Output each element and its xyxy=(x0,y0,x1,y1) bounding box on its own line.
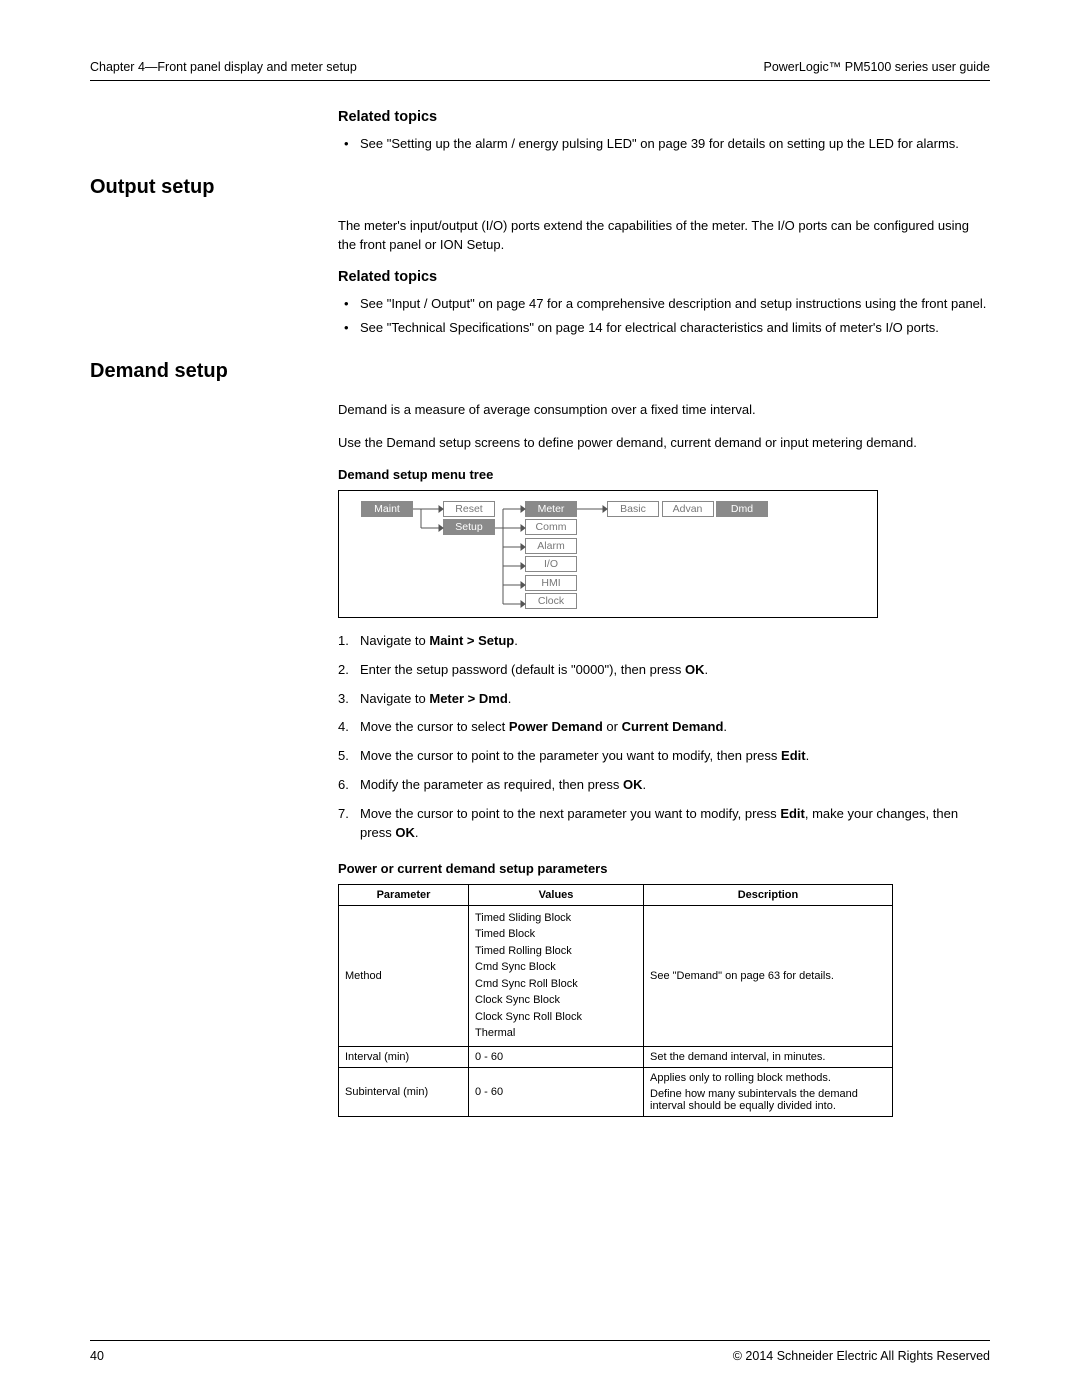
header-row: Chapter 4—Front panel display and meter … xyxy=(90,60,990,80)
table-row: Interval (min)0 - 60Set the demand inter… xyxy=(339,1046,893,1067)
table-body: MethodTimed Sliding BlockTimed BlockTime… xyxy=(339,905,893,1116)
cell-description: Set the demand interval, in minutes. xyxy=(644,1046,893,1067)
header-left: Chapter 4—Front panel display and meter … xyxy=(90,60,357,74)
related-list-2: See "Input / Output" on page 47 for a co… xyxy=(338,295,990,339)
tree-caption: Demand setup menu tree xyxy=(338,467,990,482)
cell-parameter: Subinterval (min) xyxy=(339,1067,469,1116)
cell-description: Applies only to rolling block methods.De… xyxy=(644,1067,893,1116)
step-item: Navigate to Meter > Dmd. xyxy=(338,690,990,709)
menu-tree: Maint Reset Setup Meter Comm Alarm I/O H… xyxy=(338,490,878,618)
table-row: Subinterval (min)0 - 60Applies only to r… xyxy=(339,1067,893,1116)
page-number: 40 xyxy=(90,1349,104,1363)
demand-heading: Demand setup xyxy=(90,360,990,383)
output-heading: Output setup xyxy=(90,176,990,199)
cell-parameter: Method xyxy=(339,905,469,1046)
menu-meter: Meter xyxy=(525,501,577,517)
param-caption: Power or current demand setup parameters xyxy=(338,861,990,876)
cell-values: 0 - 60 xyxy=(469,1067,644,1116)
page: Chapter 4—Front panel display and meter … xyxy=(0,0,1080,1397)
demand-para2: Use the Demand setup screens to define p… xyxy=(338,434,990,453)
step-item: Move the cursor to point to the paramete… xyxy=(338,747,990,766)
cell-values: Timed Sliding BlockTimed BlockTimed Roll… xyxy=(469,905,644,1046)
step-item: Move the cursor to select Power Demand o… xyxy=(338,718,990,737)
list-item: See "Technical Specifications" on page 1… xyxy=(338,319,990,338)
menu-hmi: HMI xyxy=(525,575,577,591)
cell-description: See "Demand" on page 63 for details. xyxy=(644,905,893,1046)
list-item: See "Setting up the alarm / energy pulsi… xyxy=(338,135,990,154)
menu-clock: Clock xyxy=(525,593,577,609)
step-item: Enter the setup password (default is "00… xyxy=(338,661,990,680)
menu-io: I/O xyxy=(525,556,577,572)
th-description: Description xyxy=(644,884,893,905)
footer-rule xyxy=(90,1340,990,1341)
header-rule xyxy=(90,80,990,81)
menu-dmd: Dmd xyxy=(716,501,768,517)
copyright: © 2014 Schneider Electric All Rights Res… xyxy=(733,1349,990,1363)
menu-advan: Advan xyxy=(662,501,714,517)
step-item: Move the cursor to point to the next par… xyxy=(338,805,990,843)
steps-list: Navigate to Maint > Setup. Enter the setu… xyxy=(338,632,990,843)
step-item: Modify the parameter as required, then p… xyxy=(338,776,990,795)
table-row: MethodTimed Sliding BlockTimed BlockTime… xyxy=(339,905,893,1046)
cell-values: 0 - 60 xyxy=(469,1046,644,1067)
menu-col-3: Meter Comm Alarm I/O HMI Clock xyxy=(525,501,577,612)
output-content: The meter's input/output (I/O) ports ext… xyxy=(338,217,990,338)
related-topics-1: Related topics See "Setting up the alarm… xyxy=(338,109,990,154)
cell-parameter: Interval (min) xyxy=(339,1046,469,1067)
demand-content: Demand is a measure of average consumpti… xyxy=(338,401,990,1116)
table-header-row: Parameter Values Description xyxy=(339,884,893,905)
related-heading-2: Related topics xyxy=(338,269,990,285)
menu-col-4: Basic Advan Dmd xyxy=(607,501,768,520)
th-parameter: Parameter xyxy=(339,884,469,905)
list-item: See "Input / Output" on page 47 for a co… xyxy=(338,295,990,314)
menu-maint: Maint xyxy=(361,501,413,517)
menu-col-2: Reset Setup xyxy=(443,501,495,538)
footer-row: 40 © 2014 Schneider Electric All Rights … xyxy=(90,1349,990,1363)
menu-comm: Comm xyxy=(525,519,577,535)
related-heading-1: Related topics xyxy=(338,109,990,125)
menu-alarm: Alarm xyxy=(525,538,577,554)
menu-setup: Setup xyxy=(443,519,495,535)
menu-col-1: Maint xyxy=(361,501,413,520)
menu-basic: Basic xyxy=(607,501,659,517)
related-list-1: See "Setting up the alarm / energy pulsi… xyxy=(338,135,990,154)
step-item: Navigate to Maint > Setup. xyxy=(338,632,990,651)
output-para: The meter's input/output (I/O) ports ext… xyxy=(338,217,990,255)
th-values: Values xyxy=(469,884,644,905)
param-table: Parameter Values Description MethodTimed… xyxy=(338,884,893,1117)
menu-reset: Reset xyxy=(443,501,495,517)
header-right: PowerLogic™ PM5100 series user guide xyxy=(763,60,990,74)
demand-para1: Demand is a measure of average consumpti… xyxy=(338,401,990,420)
